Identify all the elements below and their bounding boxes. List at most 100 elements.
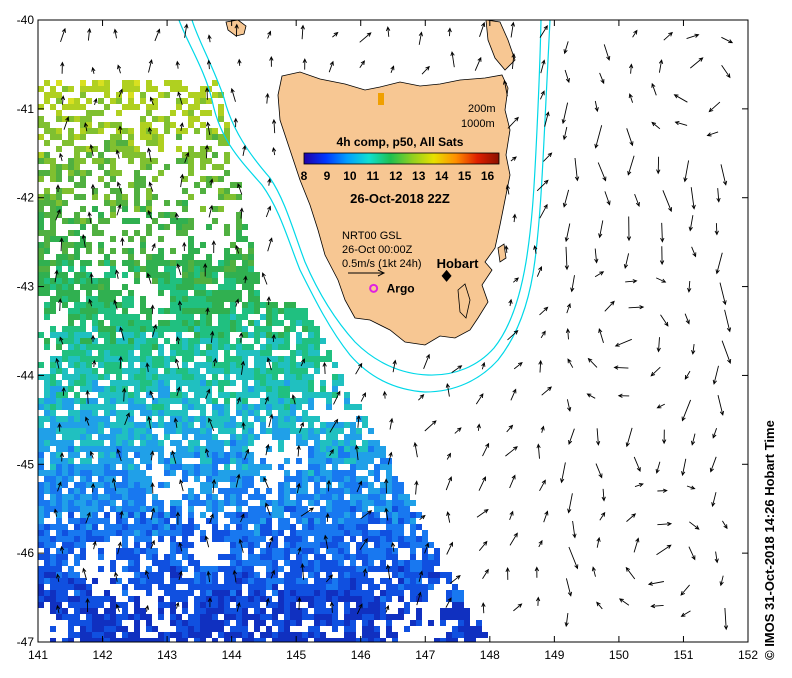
lat-tick-label: -40	[17, 13, 35, 27]
current-arrow	[656, 156, 661, 175]
current-arrow	[85, 511, 91, 524]
current-arrow	[598, 327, 604, 344]
current-arrow	[355, 362, 363, 375]
current-arrow	[148, 58, 153, 73]
current-arrow	[424, 542, 430, 554]
plot-frame	[37, 19, 749, 643]
current-arrow	[55, 604, 61, 614]
lon-tick-label: 151	[673, 648, 693, 662]
current-arrow	[147, 209, 153, 220]
current-arrow	[54, 269, 59, 283]
current-arrow	[122, 387, 127, 402]
current-arrow	[596, 536, 601, 548]
current-arrow	[266, 356, 272, 371]
current-arrow	[332, 31, 339, 38]
current-arrow	[149, 390, 155, 400]
current-arrow	[148, 181, 154, 192]
current-arrow	[57, 422, 62, 432]
lat-tick-label: -45	[17, 457, 35, 471]
current-arrow	[633, 456, 641, 472]
current-arrow	[540, 425, 545, 433]
lon-tick-label: 142	[93, 648, 113, 662]
current-arrow	[116, 448, 122, 462]
current-arrow	[175, 601, 180, 609]
current-arrow	[454, 427, 462, 434]
current-arrow	[722, 520, 728, 530]
current-arrow	[359, 538, 368, 551]
current-arrow	[502, 79, 508, 97]
current-arrow	[599, 72, 605, 85]
current-arrow	[269, 55, 274, 67]
lat-tick-label: -46	[17, 546, 35, 560]
current-arrow	[264, 502, 271, 516]
current-arrow	[329, 448, 334, 457]
current-arrow	[708, 101, 721, 113]
contour-200m-east	[191, 20, 542, 376]
current-arrow	[566, 399, 572, 412]
current-arrow	[57, 481, 62, 492]
current-arrow	[118, 125, 123, 134]
credit-text: © IMOS 31-Oct-2018 14:26 Hobart Time	[762, 420, 777, 660]
lat-tick-label: -44	[17, 368, 35, 382]
current-arrow	[90, 334, 96, 342]
current-arrow	[242, 144, 247, 156]
current-arrow	[145, 362, 150, 372]
current-arrow	[238, 538, 244, 553]
current-arrow	[626, 128, 634, 147]
current-arrow	[683, 160, 690, 183]
current-arrow	[596, 428, 601, 446]
current-arrow	[604, 191, 611, 206]
current-arrow	[237, 183, 243, 195]
current-arrow	[714, 223, 719, 236]
current-arrow	[270, 569, 275, 579]
lat-tick-label: -43	[17, 280, 35, 294]
current-arrow	[179, 173, 185, 188]
current-arrow	[446, 541, 453, 555]
current-arrow	[650, 603, 664, 609]
current-arrow	[623, 253, 630, 270]
current-arrow	[509, 510, 514, 521]
current-arrow	[147, 126, 152, 135]
current-arrow	[184, 151, 190, 163]
current-arrow	[539, 90, 545, 100]
current-arrow	[385, 604, 390, 613]
current-arrow	[55, 208, 61, 221]
current-arrow	[688, 546, 696, 561]
current-arrow	[586, 393, 596, 399]
current-arrow	[205, 307, 210, 315]
current-arrow	[177, 91, 183, 106]
current-arrow	[208, 204, 214, 218]
current-arrow	[325, 512, 330, 522]
current-arrow	[721, 340, 732, 364]
current-arrow	[271, 333, 276, 343]
current-arrow	[59, 452, 65, 462]
current-arrow	[299, 421, 305, 433]
current-arrow	[356, 603, 363, 615]
current-arrow	[209, 178, 214, 186]
current-arrow	[150, 507, 156, 521]
current-arrow	[512, 213, 517, 223]
current-arrow	[568, 546, 579, 570]
lon-tick-label: 141	[28, 648, 48, 662]
current-arrow	[302, 58, 307, 70]
current-arrow	[567, 358, 574, 368]
current-arrow	[603, 44, 611, 61]
current-arrow	[719, 575, 724, 587]
current-arrow	[418, 570, 424, 583]
current-arrow	[92, 540, 97, 550]
current-arrow	[628, 305, 645, 310]
current-arrow	[300, 24, 305, 40]
current-arrow	[568, 428, 575, 445]
current-arrow	[171, 450, 177, 464]
current-arrow	[207, 597, 213, 608]
current-arrow	[297, 546, 302, 555]
current-arrow	[475, 393, 484, 405]
current-arrow	[55, 184, 61, 192]
current-arrow	[656, 544, 672, 556]
current-arrow	[150, 450, 155, 461]
current-arrow	[266, 296, 271, 306]
current-arrow	[120, 237, 125, 246]
current-arrow	[543, 152, 553, 162]
current-arrow	[538, 359, 543, 373]
current-arrow	[510, 21, 515, 38]
